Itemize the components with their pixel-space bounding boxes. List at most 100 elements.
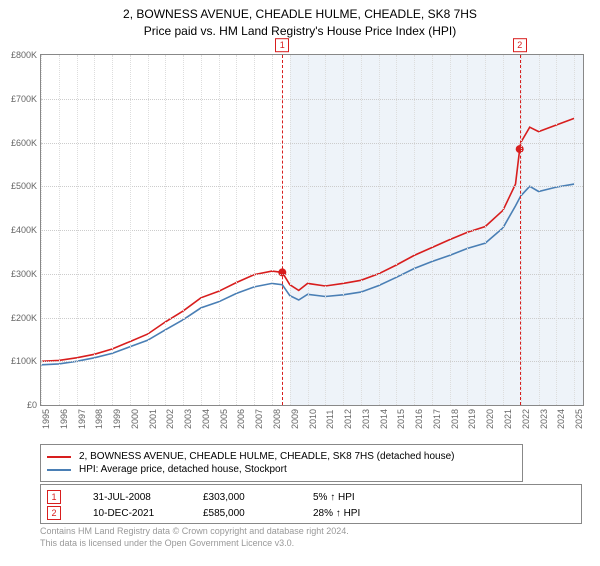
y-gridline [41,230,583,231]
x-gridline [396,55,397,405]
x-gridline [254,55,255,405]
x-gridline [219,55,220,405]
x-tick-label: 2018 [450,409,460,429]
sale-marker-vline [520,55,521,405]
y-gridline [41,274,583,275]
legend-label-red: 2, BOWNESS AVENUE, CHEADLE HULME, CHEADL… [79,451,455,462]
x-gridline [59,55,60,405]
x-tick-label: 2004 [201,409,211,429]
x-tick-label: 2023 [539,409,549,429]
y-gridline [41,143,583,144]
x-gridline [41,55,42,405]
title-line-1: 2, BOWNESS AVENUE, CHEADLE HULME, CHEADL… [0,6,600,23]
x-tick-label: 2001 [148,409,158,429]
sale-pct-vs-hpi: 28% ↑ HPI [313,508,423,519]
x-tick-label: 2011 [325,410,335,429]
x-gridline [450,55,451,405]
x-tick-label: 2015 [396,409,406,429]
x-tick-label: 2007 [254,409,264,429]
x-gridline [414,55,415,405]
x-tick-label: 2010 [308,409,318,429]
sale-pct-vs-hpi: 5% ↑ HPI [313,492,423,503]
x-tick-label: 2016 [414,409,424,429]
y-tick-label: £600K [3,138,37,148]
y-tick-label: £800K [3,50,37,60]
x-gridline [521,55,522,405]
x-tick-label: 1995 [41,409,51,429]
x-tick-label: 2024 [556,409,566,429]
y-tick-label: £300K [3,269,37,279]
x-tick-label: 2009 [290,409,300,429]
x-tick-label: 2002 [165,409,175,429]
legend-label-blue: HPI: Average price, detached house, Stoc… [79,464,287,475]
x-tick-label: 2014 [379,409,389,429]
x-gridline [165,55,166,405]
x-tick-label: 1999 [112,409,122,429]
x-tick-label: 2008 [272,409,282,429]
footer-line-2: This data is licensed under the Open Gov… [40,538,349,550]
x-tick-label: 2003 [183,409,193,429]
x-gridline [325,55,326,405]
x-gridline [556,55,557,405]
x-gridline [94,55,95,405]
x-gridline [539,55,540,405]
x-gridline [183,55,184,405]
sale-marker-index-box: 2 [513,38,527,52]
legend-box: 2, BOWNESS AVENUE, CHEADLE HULME, CHEADL… [40,444,523,482]
y-tick-label: £500K [3,181,37,191]
y-tick-label: £100K [3,356,37,366]
y-gridline [41,186,583,187]
x-gridline [201,55,202,405]
sale-marker-vline [282,55,283,405]
x-gridline [379,55,380,405]
y-tick-label: £200K [3,313,37,323]
x-gridline [77,55,78,405]
chart-title: 2, BOWNESS AVENUE, CHEADLE HULME, CHEADL… [0,6,600,40]
sale-row: 1 31-JUL-2008£303,0005% ↑ HPI [47,490,575,504]
legend-row-red: 2, BOWNESS AVENUE, CHEADLE HULME, CHEADL… [47,451,516,462]
sale-row: 2 10-DEC-2021£585,00028% ↑ HPI [47,506,575,520]
x-tick-label: 1997 [77,409,87,429]
footer-text: Contains HM Land Registry data © Crown c… [40,526,349,549]
y-gridline [41,99,583,100]
y-tick-label: £400K [3,225,37,235]
sale-index-box: 1 [47,490,61,504]
sale-price: £303,000 [203,492,313,503]
sale-date: 10-DEC-2021 [93,508,203,519]
x-gridline [130,55,131,405]
y-gridline [41,318,583,319]
x-gridline [148,55,149,405]
x-tick-label: 2006 [236,409,246,429]
sale-price: £585,000 [203,508,313,519]
x-tick-label: 2005 [219,409,229,429]
title-line-2: Price paid vs. HM Land Registry's House … [0,23,600,40]
sale-date: 31-JUL-2008 [93,492,203,503]
x-tick-label: 2022 [521,409,531,429]
x-gridline [432,55,433,405]
x-tick-label: 2025 [574,409,584,429]
sales-table: 1 31-JUL-2008£303,0005% ↑ HPI 2 10-DEC-2021… [40,484,582,524]
x-tick-label: 2013 [361,409,371,429]
x-tick-label: 2000 [130,409,140,429]
y-gridline [41,361,583,362]
x-tick-label: 2020 [485,409,495,429]
x-gridline [574,55,575,405]
x-gridline [467,55,468,405]
legend-row-blue: HPI: Average price, detached house, Stoc… [47,464,516,475]
y-tick-label: £0 [3,400,37,410]
x-gridline [503,55,504,405]
y-tick-label: £700K [3,94,37,104]
chart-plot-area: £0£100K£200K£300K£400K£500K£600K£700K£80… [40,54,584,406]
x-tick-label: 1996 [59,409,69,429]
x-gridline [361,55,362,405]
x-gridline [343,55,344,405]
footer-line-1: Contains HM Land Registry data © Crown c… [40,526,349,538]
x-gridline [485,55,486,405]
x-tick-label: 1998 [94,409,104,429]
x-tick-label: 2021 [503,409,513,429]
x-gridline [308,55,309,405]
x-tick-label: 2012 [343,409,353,429]
legend-swatch-red [47,456,71,458]
sale-index-box: 2 [47,506,61,520]
legend-swatch-blue [47,469,71,471]
